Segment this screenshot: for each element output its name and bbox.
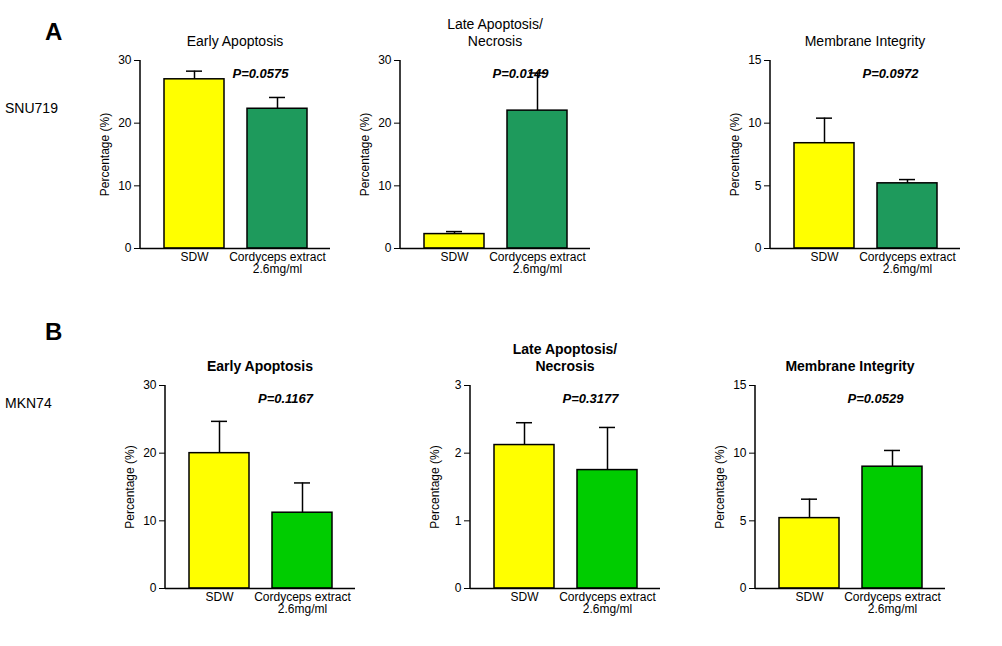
svg-text:0: 0 xyxy=(455,581,462,595)
svg-text:2: 2 xyxy=(455,446,462,460)
svg-text:SDW: SDW xyxy=(206,590,235,604)
svg-text:0: 0 xyxy=(385,241,392,255)
svg-text:0: 0 xyxy=(755,241,762,255)
svg-text:SDW: SDW xyxy=(511,590,540,604)
svg-text:P=0.3177: P=0.3177 xyxy=(562,391,619,406)
svg-text:SDW: SDW xyxy=(796,590,825,604)
svg-text:Percentage (%): Percentage (%) xyxy=(98,113,112,196)
svg-text:P=0.0575: P=0.0575 xyxy=(232,66,289,81)
svg-text:SDW: SDW xyxy=(181,250,210,264)
html-text:B: B xyxy=(45,318,63,345)
html-text:A: A xyxy=(45,18,63,45)
svg-text:20: 20 xyxy=(118,116,132,130)
svg-text:30: 30 xyxy=(378,53,392,67)
svg-text:Percentage (%): Percentage (%) xyxy=(358,113,372,196)
svg-text:Percentage (%): Percentage (%) xyxy=(728,113,742,196)
svg-text:0: 0 xyxy=(150,581,157,595)
html-text:SNU719: SNU719 xyxy=(5,100,58,116)
html-text:MKN74: MKN74 xyxy=(5,395,52,411)
svg-text:15: 15 xyxy=(748,53,762,67)
svg-text:1: 1 xyxy=(455,514,462,528)
svg-text:SDW: SDW xyxy=(811,250,840,264)
svg-text:Cordyceps extract2.6mg/ml: Cordyceps extract2.6mg/ml xyxy=(229,250,326,276)
svg-text:10: 10 xyxy=(733,446,747,460)
html-text:Membrane Integrity: Membrane Integrity xyxy=(804,33,926,49)
svg-text:30: 30 xyxy=(143,378,157,392)
svg-text:0: 0 xyxy=(740,581,747,595)
svg-text:Cordyceps extract2.6mg/ml: Cordyceps extract2.6mg/ml xyxy=(254,590,351,616)
svg-text:Percentage (%): Percentage (%) xyxy=(428,445,442,528)
html-text:Late Apoptosis/ Necrosis: Late Apoptosis/ Necrosis xyxy=(512,341,618,374)
svg-text:Percentage (%): Percentage (%) xyxy=(123,445,137,528)
svg-text:P=0.0149: P=0.0149 xyxy=(492,66,549,81)
svg-text:P=0.0529: P=0.0529 xyxy=(847,391,904,406)
svg-text:5: 5 xyxy=(755,179,762,193)
svg-text:10: 10 xyxy=(748,116,762,130)
svg-text:SDW: SDW xyxy=(441,250,470,264)
svg-text:15: 15 xyxy=(733,378,747,392)
svg-text:Cordyceps extract2.6mg/ml: Cordyceps extract2.6mg/ml xyxy=(859,250,956,276)
svg-text:0: 0 xyxy=(125,241,132,255)
svg-text:20: 20 xyxy=(378,116,392,130)
svg-text:Cordyceps extract2.6mg/ml: Cordyceps extract2.6mg/ml xyxy=(559,590,656,616)
html-text:Early Apoptosis: Early Apoptosis xyxy=(207,358,313,374)
svg-text:Percentage (%): Percentage (%) xyxy=(713,445,727,528)
svg-text:10: 10 xyxy=(143,514,157,528)
svg-text:P=0.0972: P=0.0972 xyxy=(862,66,919,81)
html-text:Early Apoptosis: Early Apoptosis xyxy=(186,33,284,49)
svg-text:30: 30 xyxy=(118,53,132,67)
svg-text:3: 3 xyxy=(455,378,462,392)
html-text:Late Apoptosis/ Necrosis: Late Apoptosis/ Necrosis xyxy=(447,16,543,49)
svg-text:5: 5 xyxy=(740,514,747,528)
svg-text:20: 20 xyxy=(143,446,157,460)
html-text:Membrane Integrity: Membrane Integrity xyxy=(785,358,915,374)
svg-text:P=0.1167: P=0.1167 xyxy=(258,391,314,406)
svg-text:10: 10 xyxy=(378,179,392,193)
svg-text:Cordyceps extract2.6mg/ml: Cordyceps extract2.6mg/ml xyxy=(844,590,941,616)
svg-text:10: 10 xyxy=(118,179,132,193)
svg-text:Cordyceps extract2.6mg/ml: Cordyceps extract2.6mg/ml xyxy=(489,250,586,276)
